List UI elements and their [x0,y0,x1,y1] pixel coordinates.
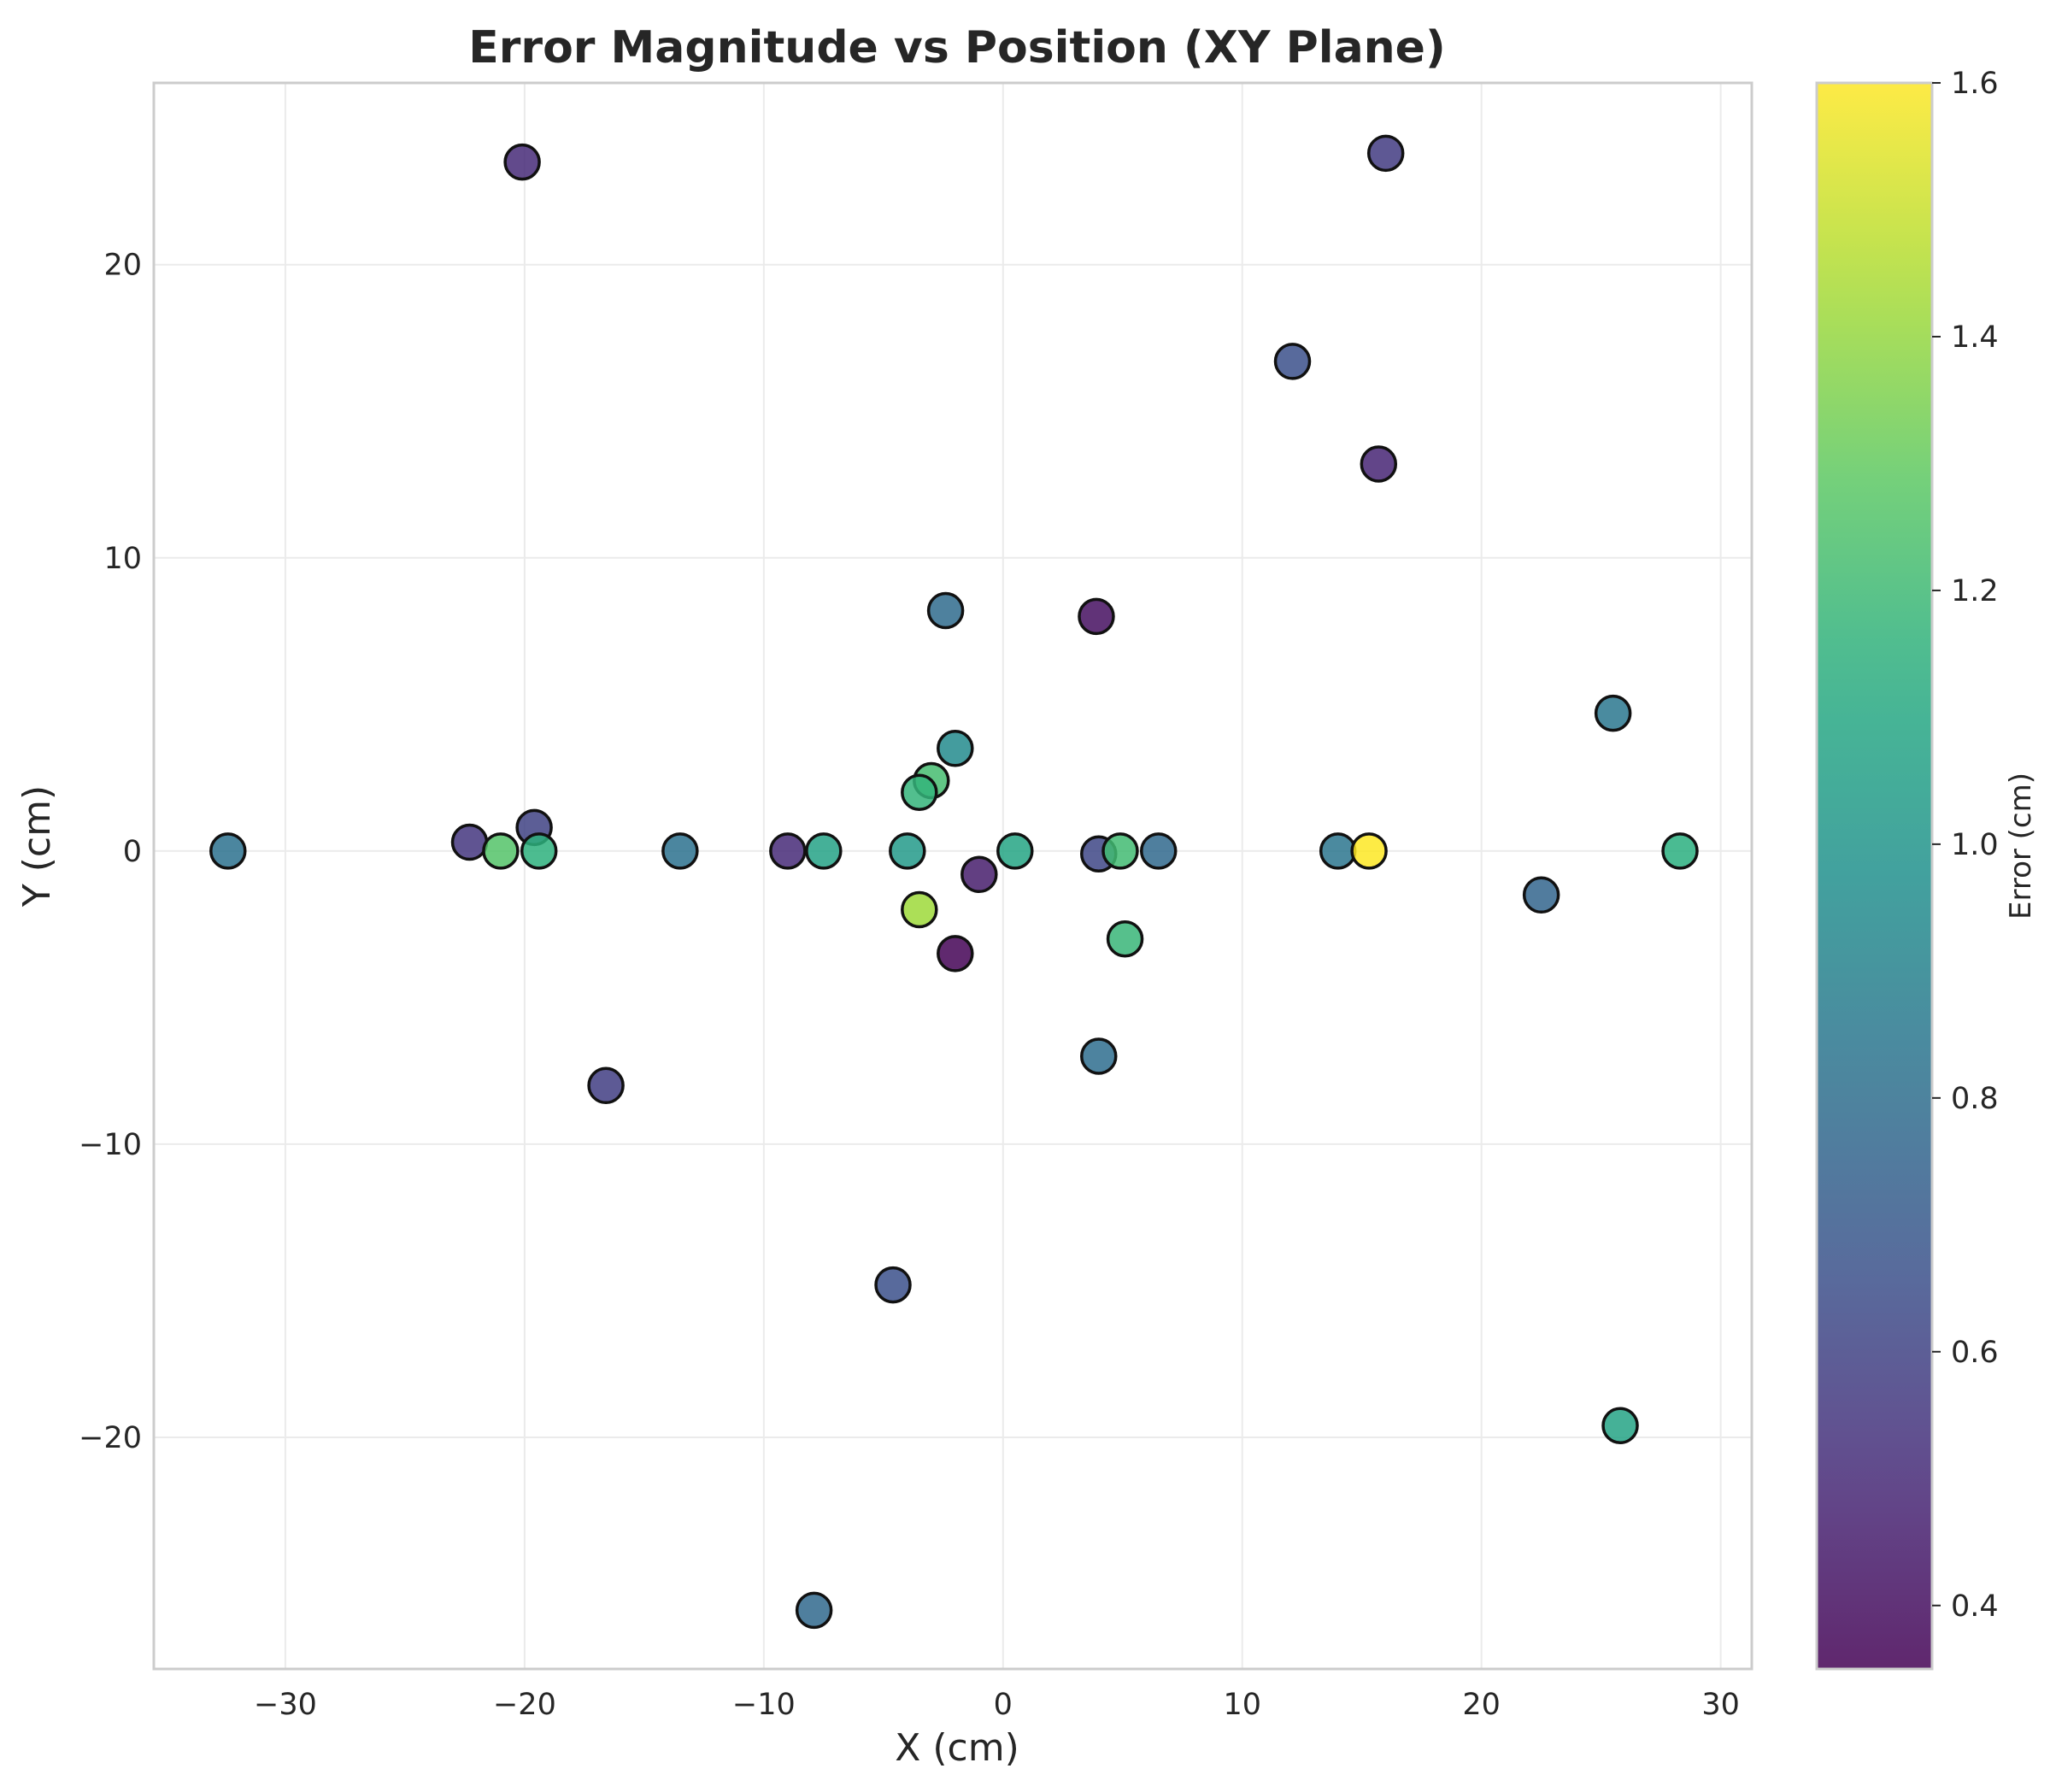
x-tick-label: 20 [1462,1688,1501,1722]
colorbar-tick-label: 0.6 [1951,1336,1999,1370]
y-tick-label: 0 [123,835,142,869]
scatter-point [901,890,938,929]
scatter-point [587,1066,625,1105]
scatter-point [960,855,998,894]
scatter-point [1078,597,1115,636]
scatter-point [795,1591,833,1630]
y-tick-label: 20 [103,249,142,283]
scatter-point [1661,832,1699,870]
x-tick-label: −30 [254,1688,317,1722]
colorbar-tick-label: 0.8 [1951,1082,1999,1116]
y-axis-label: Y (cm) [15,785,59,908]
scatter-points [209,134,1699,1630]
x-tick-label: 0 [994,1688,1013,1722]
scatter-point [1319,832,1357,870]
colorbar-tick-label: 1.0 [1951,828,1999,862]
scatter-point [1080,1037,1118,1075]
scatter-point [503,143,541,181]
x-axis-label: X (cm) [895,1726,1019,1770]
scatter-point [901,773,938,811]
scatter-point [805,832,843,870]
scatter-point [482,832,520,870]
scatter-point [1350,832,1388,870]
colorbar-tick-label: 0.4 [1951,1589,1999,1624]
scatter-point [937,935,974,972]
colorbar [1815,81,1934,1671]
colorbar-tick-label: 1.6 [1951,67,1999,101]
colorbar-label: Error (cm) [2004,773,2038,920]
x-tick-label: 30 [1701,1688,1740,1722]
colorbar-tick-label: 1.2 [1951,574,1999,608]
scatter-point [1360,445,1398,483]
colorbar-tick-label: 1.4 [1951,320,1999,355]
scatter-point [1273,343,1312,380]
scatter-point [209,832,247,870]
scatter-point [1139,832,1178,870]
scatter-point [874,1266,912,1304]
scatter-point [1101,832,1139,870]
scatter-point [1594,694,1632,732]
scatter-point [1522,876,1560,914]
x-tick-label: 10 [1223,1688,1261,1722]
plot-area-frame [152,81,1753,1671]
scatter-point [937,730,974,767]
scatter-point [1106,920,1144,958]
colorbar-tick-labels: 0.4 0.6 0.8 1.0 1.2 1.4 1.6 [1932,67,1999,1624]
scatter-point [926,591,965,630]
y-tick-label: 10 [103,542,142,576]
scatter-point [661,832,699,870]
scatter-point [450,823,489,861]
chart-title: Error Magnitude vs Position (XY Plane) [468,22,1445,73]
scatter-point [996,832,1034,870]
scatter-point [520,832,558,870]
y-tick-labels: −20 −10 0 10 20 [79,249,142,1455]
scatter-point [889,832,926,870]
scatter-point [769,832,807,870]
scatter-point [1366,134,1405,173]
x-tick-label: −10 [732,1688,796,1722]
y-tick-label: −10 [79,1128,142,1162]
x-tick-labels: −30 −20 −10 0 10 20 30 [254,1688,1740,1722]
x-tick-label: −20 [493,1688,556,1722]
y-tick-label: −20 [79,1421,142,1455]
scatter-point [1601,1407,1639,1445]
grid-lines [154,83,1752,1669]
